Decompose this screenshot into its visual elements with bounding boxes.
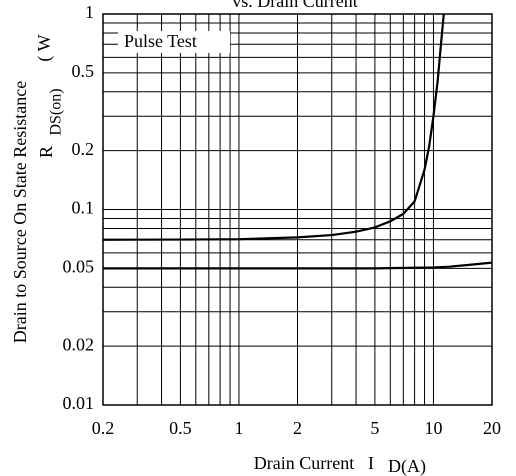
y-tick-label: 1 xyxy=(85,2,94,22)
x-tick-label: 10 xyxy=(424,418,442,438)
x-axis-symbol: I xyxy=(368,453,374,473)
y-axis-unit: ( W xyxy=(34,34,55,61)
plot-frame xyxy=(102,13,493,406)
x-tick-label: 2 xyxy=(293,418,302,438)
line-series xyxy=(103,261,493,270)
chart-title: vs. Drain Current xyxy=(232,0,357,11)
x-tick-label: 0.2 xyxy=(92,418,115,438)
y-tick-label: 0.01 xyxy=(63,393,95,413)
y-tick-label: 0.1 xyxy=(72,198,95,218)
y-axis-subscript: DS(on) xyxy=(48,88,65,135)
y-tick-label: 0.5 xyxy=(72,61,95,81)
x-axis-subscript: D(A) xyxy=(388,456,426,476)
y-axis-label: Drain to Source On State Resistance xyxy=(10,81,30,343)
annotation: Pulse Test xyxy=(124,31,197,51)
line-series xyxy=(102,13,445,241)
y-tick-label: 0.02 xyxy=(63,334,95,354)
x-tick-label: 5 xyxy=(370,418,379,438)
y-tick-label: 0.2 xyxy=(72,139,95,159)
y-axis-symbol: R xyxy=(36,146,56,158)
y-tick-label: 0.05 xyxy=(63,256,95,276)
x-axis-label: Drain Current xyxy=(254,453,354,473)
x-tick-label: 1 xyxy=(234,418,243,438)
x-tick-label: 0.5 xyxy=(169,418,192,438)
x-tick-label: 20 xyxy=(483,418,501,438)
annotation-box xyxy=(118,31,230,53)
